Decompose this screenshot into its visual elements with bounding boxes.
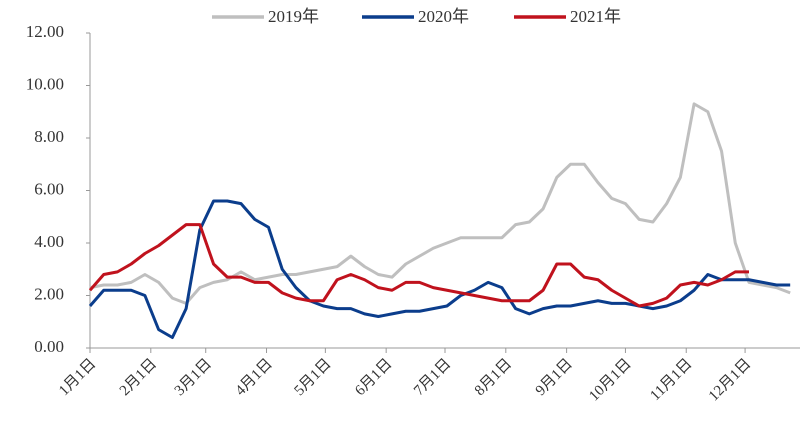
series-line <box>88 223 750 308</box>
y-tick-label: 12.00 <box>26 22 64 41</box>
x-tick-label: 8月1日 <box>472 356 515 399</box>
x-tick-label: 7月1日 <box>411 356 454 399</box>
y-tick-label: 10.00 <box>26 74 64 93</box>
x-tick-label: 9月1日 <box>533 356 576 399</box>
x-tick-label: 10月1日 <box>586 356 634 404</box>
x-tick-label: 3月1日 <box>172 356 215 399</box>
legend-label: 2019年 <box>268 7 319 26</box>
x-tick-label: 4月1日 <box>233 356 276 399</box>
x-tick-label: 1月1日 <box>56 356 99 399</box>
x-tick-label: 12月1日 <box>706 356 754 404</box>
y-tick-label: 0.00 <box>34 337 64 356</box>
y-tick-label: 2.00 <box>34 284 64 303</box>
y-tick-label: 8.00 <box>34 127 64 146</box>
x-tick-label: 2月1日 <box>117 356 160 399</box>
y-tick-label: 6.00 <box>34 179 64 198</box>
y-tick-label: 4.00 <box>34 232 64 251</box>
legend-label: 2021年 <box>570 7 621 26</box>
x-tick-label: 5月1日 <box>291 356 334 399</box>
series-line <box>88 199 791 339</box>
series-line <box>89 102 791 305</box>
x-tick-label: 6月1日 <box>352 356 395 399</box>
x-tick-label: 11月1日 <box>647 356 695 404</box>
legend-label: 2020年 <box>418 7 469 26</box>
